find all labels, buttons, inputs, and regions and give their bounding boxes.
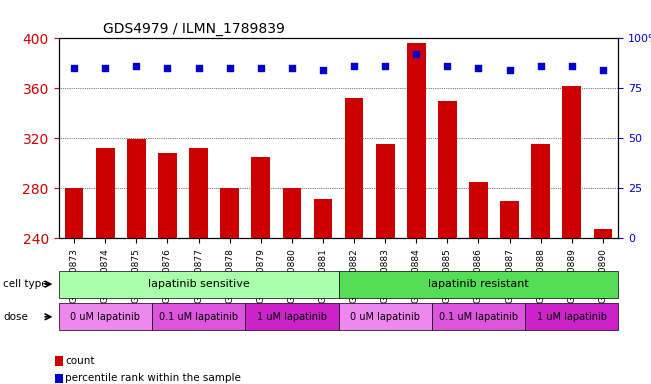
Bar (314, 199, 332, 238)
Point (193, 65, 204, 71)
Text: 0 uM lapatinib: 0 uM lapatinib (70, 312, 140, 322)
Point (100, 65, 111, 71)
Point (566, 63, 577, 70)
Bar (158, 153, 177, 238)
Bar (127, 139, 146, 238)
Point (442, 63, 452, 70)
Point (380, 63, 391, 70)
Bar (500, 200, 519, 238)
Point (598, 67, 608, 73)
Bar (407, 43, 426, 238)
Text: 0 uM lapatinib: 0 uM lapatinib (350, 312, 420, 322)
Bar (469, 182, 488, 238)
Bar (594, 229, 612, 238)
Text: 0.1 uM lapatinib: 0.1 uM lapatinib (439, 312, 518, 322)
Text: 1 uM lapatinib: 1 uM lapatinib (537, 312, 607, 322)
Text: lapatinib sensitive: lapatinib sensitive (148, 279, 249, 289)
Text: dose: dose (3, 312, 28, 322)
Point (349, 63, 359, 70)
Bar (96, 148, 115, 238)
Text: count: count (65, 356, 94, 366)
Point (318, 67, 328, 73)
Point (286, 65, 297, 71)
Point (505, 67, 515, 73)
Text: 0.1 uM lapatinib: 0.1 uM lapatinib (159, 312, 238, 322)
Bar (345, 98, 363, 238)
Bar (251, 157, 270, 238)
Point (536, 63, 546, 70)
Text: GDS4979 / ILMN_1789839: GDS4979 / ILMN_1789839 (104, 22, 285, 36)
Point (411, 51, 421, 58)
Bar (531, 144, 550, 238)
Bar (220, 188, 239, 238)
Point (131, 63, 141, 70)
Point (69, 65, 79, 71)
Point (162, 65, 173, 71)
Point (225, 65, 235, 71)
Point (473, 65, 484, 71)
Bar (376, 144, 395, 238)
Point (256, 65, 266, 71)
Bar (189, 148, 208, 238)
Bar (562, 86, 581, 238)
Bar (65, 188, 83, 238)
Bar (283, 188, 301, 238)
Text: percentile rank within the sample: percentile rank within the sample (65, 373, 241, 383)
Text: 1 uM lapatinib: 1 uM lapatinib (257, 312, 327, 322)
Text: lapatinib resistant: lapatinib resistant (428, 279, 529, 289)
Bar (438, 101, 457, 238)
Text: cell type: cell type (3, 279, 48, 289)
